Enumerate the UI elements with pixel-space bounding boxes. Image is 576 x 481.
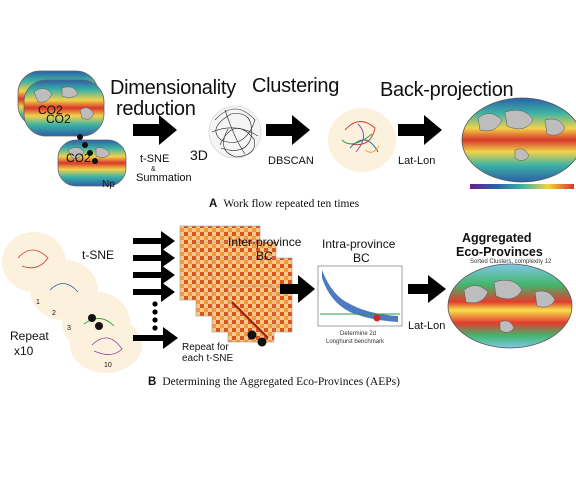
output-map-a: [461, 97, 576, 189]
stage-clustering: Clustering: [252, 75, 340, 97]
tsne-label-a: t-SNE: [140, 153, 170, 165]
co2-label-top: CO2: [38, 103, 63, 117]
latlon-label-b: Lat-Lon: [408, 320, 446, 332]
run-number-2: 2: [52, 310, 56, 317]
latlon-label-a: Lat-Lon: [398, 155, 436, 167]
tsne-runs: [2, 232, 142, 373]
intra-province-bc-label: BC: [353, 251, 370, 265]
repeat-x10-label: x10: [14, 344, 34, 358]
inter-province-label: Inter-province: [228, 235, 302, 249]
co2-label-mid: CO2: [46, 112, 71, 126]
arrows-panel-a: [133, 115, 442, 145]
repeat-label: Repeat: [10, 329, 49, 343]
caption-a: A Work flow repeated ten times: [209, 198, 359, 210]
three-d-label: 3D: [190, 147, 208, 163]
co2-label-low: CO2: [66, 151, 91, 165]
aggregated-map: [447, 263, 573, 349]
intra-province-chart: [317, 265, 403, 327]
caption-a-letter: A: [209, 198, 218, 210]
stage-reduction: reduction: [116, 98, 196, 120]
run-number-1: 1: [36, 299, 40, 306]
input-map-stack: [17, 70, 127, 187]
caption-b-text: Determining the Aggregated Eco-Provinces…: [162, 376, 400, 388]
dbscan-label: DBSCAN: [268, 155, 314, 167]
tsne-label-b: t-SNE: [82, 248, 115, 262]
arrows-panel-b: [280, 275, 446, 303]
tsne-3d-plot: [208, 105, 262, 159]
inter-province-matrices: [179, 225, 293, 347]
intra-province-label: Intra-province: [322, 237, 396, 251]
result-title-2: Eco-Provinces: [456, 245, 543, 259]
stage-dimensionality: Dimensionality: [110, 77, 236, 99]
caption-a-text: Work flow repeated ten times: [223, 198, 360, 210]
run-number-3: 3: [67, 325, 71, 332]
dbscan-cluster-plot: [328, 108, 396, 172]
determine-label: Determine 2d: [340, 331, 377, 337]
amp-label: &: [151, 166, 156, 173]
summation-label: Summation: [136, 172, 192, 184]
longhurst-label: Longhurst benchmark: [326, 339, 385, 345]
each-tsne-label: each t-SNE: [182, 353, 234, 364]
stage-back-projection: Back-projection: [380, 79, 514, 101]
inter-province-bc-label: BC: [256, 249, 273, 263]
arrows-into-matrices: [133, 231, 178, 349]
run-number-10: 10: [104, 362, 112, 369]
caption-b: B Determining the Aggregated Eco-Province…: [148, 376, 400, 388]
caption-b-letter: B: [148, 376, 157, 388]
repeat-for-label: Repeat for: [182, 342, 229, 353]
np-label: Np: [102, 179, 115, 190]
result-subtitle: Sorted Clusters, complexity 12: [470, 259, 552, 265]
result-title-1: Aggregated: [462, 231, 532, 245]
